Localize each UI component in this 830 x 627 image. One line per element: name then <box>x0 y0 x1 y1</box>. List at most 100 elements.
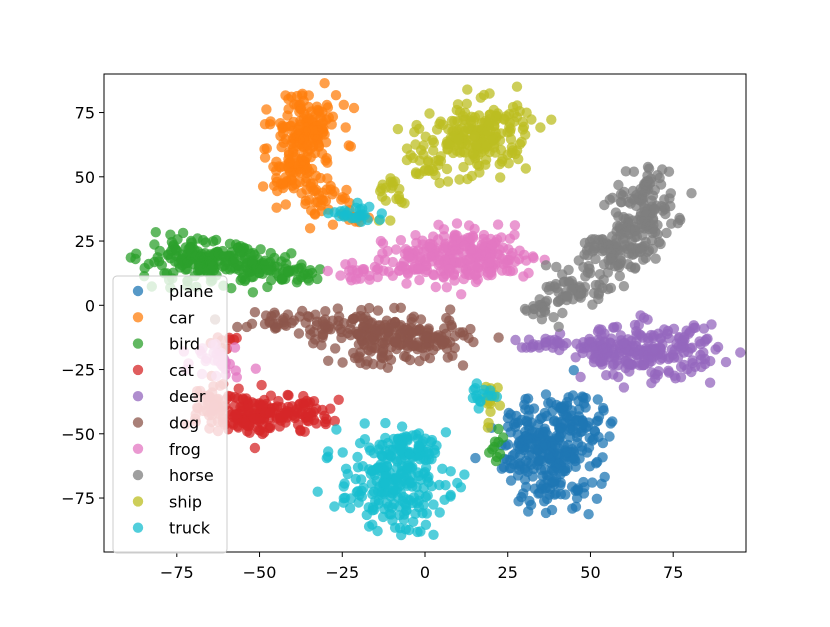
data-point-cat <box>264 407 276 418</box>
data-point-cat <box>231 332 242 344</box>
data-point-frog <box>377 248 388 259</box>
data-point-bird <box>490 455 502 467</box>
data-point-plane <box>583 442 595 453</box>
data-point-deer <box>652 369 663 381</box>
data-point-plane <box>591 416 602 427</box>
data-point-frog <box>344 265 355 276</box>
data-point-plane <box>583 509 594 520</box>
data-point-ship <box>453 134 464 145</box>
data-point-dog <box>332 303 343 314</box>
data-point-frog <box>387 270 398 281</box>
data-point-dog <box>445 304 456 315</box>
data-point-car <box>283 162 294 173</box>
data-point-car <box>257 181 269 192</box>
data-point-cat <box>229 409 240 421</box>
data-point-dog <box>365 334 377 346</box>
data-point-frog <box>414 274 425 286</box>
data-point-truck <box>391 462 403 474</box>
data-point-plane <box>540 483 551 494</box>
data-point-plane <box>592 394 603 405</box>
data-point-car <box>339 193 351 204</box>
data-point-plane <box>540 389 552 400</box>
data-point-truck <box>377 511 389 523</box>
data-point-plane <box>510 417 521 428</box>
data-point-ship <box>485 398 496 409</box>
data-point-car <box>271 202 282 213</box>
data-point-dog <box>454 327 466 338</box>
data-point-truck <box>337 447 348 458</box>
data-point-truck <box>420 519 432 530</box>
data-point-horse <box>649 204 660 215</box>
data-point-horse <box>623 196 634 208</box>
data-point-car <box>290 178 302 190</box>
data-point-truck <box>381 461 393 472</box>
data-point-cat <box>295 425 306 437</box>
data-point-car <box>304 223 316 234</box>
data-point-plane <box>555 432 566 443</box>
data-point-car <box>340 122 351 133</box>
data-point-horse <box>650 226 661 238</box>
data-point-truck <box>445 491 456 502</box>
data-point-truck <box>471 390 482 401</box>
data-point-plane <box>520 455 532 466</box>
data-point-horse <box>644 178 655 189</box>
data-point-truck <box>329 501 340 512</box>
data-point-deer <box>668 352 680 363</box>
legend-label-truck: truck <box>169 519 211 538</box>
data-point-frog <box>504 233 516 244</box>
data-point-frog <box>467 243 479 255</box>
data-point-cat <box>311 403 322 414</box>
data-point-dog <box>259 318 271 330</box>
data-point-ship <box>459 147 471 158</box>
x-tick-label: 75 <box>663 563 683 582</box>
data-point-truck <box>331 424 342 435</box>
data-point-frog <box>463 220 475 231</box>
legend-label-cat: cat <box>169 361 194 380</box>
data-point-plane <box>591 493 603 504</box>
series-ship <box>373 81 557 433</box>
y-tick-label: 0 <box>85 296 95 315</box>
legend-label-deer: deer <box>169 387 206 406</box>
data-point-car <box>261 143 272 154</box>
data-point-deer <box>706 319 717 330</box>
data-point-truck <box>359 418 370 429</box>
data-point-deer <box>687 355 698 366</box>
data-point-ship <box>503 158 514 169</box>
data-point-dog <box>446 321 457 333</box>
data-point-plane <box>544 447 555 459</box>
legend-marker-truck <box>132 522 144 533</box>
data-point-ship <box>469 131 480 142</box>
data-point-car <box>348 102 360 114</box>
data-point-horse <box>615 189 627 200</box>
data-point-plane <box>571 431 583 443</box>
data-point-bird <box>150 227 161 238</box>
data-point-horse <box>586 234 598 245</box>
data-point-bird <box>177 227 189 239</box>
data-point-car <box>305 181 316 192</box>
data-point-dog <box>308 338 319 349</box>
data-point-frog <box>377 238 389 249</box>
data-point-frog <box>492 219 504 230</box>
data-point-frog <box>438 243 449 254</box>
data-point-dog <box>249 307 261 318</box>
data-point-bird <box>489 436 501 447</box>
data-point-horse <box>552 296 564 308</box>
data-point-truck <box>350 473 361 485</box>
data-point-horse <box>590 279 601 291</box>
data-point-ship <box>516 136 527 148</box>
data-point-deer <box>682 364 693 375</box>
data-point-deer <box>575 371 586 383</box>
legend-marker-cat <box>132 364 144 376</box>
data-point-ship <box>391 193 402 205</box>
data-point-cat <box>304 397 316 408</box>
data-point-cat <box>233 383 244 394</box>
x-tick-label: −75 <box>160 563 194 582</box>
data-point-frog <box>402 251 414 262</box>
data-point-dog <box>402 340 413 351</box>
data-point-frog <box>322 265 333 277</box>
data-point-ship <box>466 111 477 123</box>
data-point-ship <box>488 134 499 145</box>
data-point-frog <box>410 230 421 241</box>
data-point-plane <box>547 476 559 487</box>
data-point-plane <box>564 431 576 443</box>
